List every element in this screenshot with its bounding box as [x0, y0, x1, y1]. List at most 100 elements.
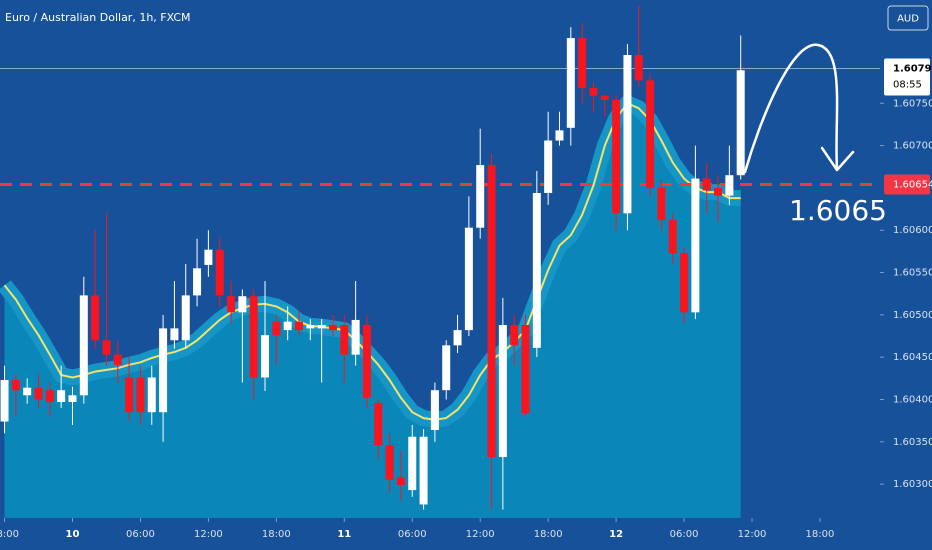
x-tick-label: 18:00 — [262, 529, 291, 540]
candle-body — [57, 390, 66, 403]
candle-body — [589, 88, 598, 96]
y-tick-label: 1.60700 — [893, 141, 932, 152]
x-tick-label: 12:00 — [194, 529, 223, 540]
last-price-box — [884, 58, 930, 96]
ma-area — [4, 103, 741, 518]
candle-body — [193, 268, 202, 296]
candle-body — [680, 253, 689, 313]
candle-body — [725, 175, 734, 196]
x-tick-label: 06:00 — [126, 529, 155, 540]
y-tick-label: 1.60600 — [893, 225, 932, 236]
x-tick-label: 06:00 — [670, 529, 699, 540]
candle-body — [283, 321, 292, 331]
x-tick-label: 18:00 — [0, 529, 19, 540]
plot-area — [0, 5, 880, 518]
y-tick-label: 1.60500 — [893, 310, 932, 321]
candle-body — [147, 377, 156, 413]
candle-body — [340, 325, 349, 355]
candle-body — [91, 295, 100, 341]
last-price-label: 1.60791 — [893, 64, 932, 75]
candle-body — [408, 436, 417, 491]
candle-body — [691, 178, 700, 313]
candle-body — [634, 55, 643, 81]
y-tick-label: 1.60400 — [893, 395, 932, 406]
candle-body — [544, 140, 553, 193]
candle-body — [294, 321, 303, 331]
candle-body — [566, 38, 575, 128]
x-tick-label: 12 — [609, 529, 623, 540]
y-tick-label: 1.60300 — [893, 479, 932, 490]
candle-body — [102, 340, 111, 355]
chart-title: Euro / Australian Dollar, 1h, FXCM — [5, 11, 191, 24]
candle-body — [68, 395, 77, 403]
hand-drawn-arrow — [743, 43, 855, 174]
candle-body — [646, 80, 655, 188]
candle-body — [396, 477, 405, 485]
candle-body — [657, 187, 666, 221]
candle-body — [385, 445, 394, 480]
candle-body — [532, 192, 541, 348]
candle-body — [714, 187, 723, 196]
candle-body — [0, 380, 9, 422]
candle-body — [11, 380, 20, 391]
candle-body — [170, 328, 179, 341]
candle-body — [555, 130, 564, 141]
candle-body — [476, 165, 485, 228]
candle-body — [442, 345, 451, 391]
candle-body — [204, 249, 213, 265]
candle-body — [328, 325, 337, 331]
candle-body — [79, 295, 88, 396]
candle-body — [306, 325, 315, 329]
y-tick-label: 1.60550 — [893, 268, 932, 279]
candle-body — [238, 296, 247, 313]
level-box — [884, 174, 930, 195]
x-tick-label: 10 — [66, 529, 80, 540]
candle-body — [623, 55, 632, 214]
candle-body — [578, 38, 587, 89]
y-tick-label: 1.60350 — [893, 437, 932, 448]
currency-button[interactable] — [887, 5, 929, 31]
candle-body — [464, 227, 473, 331]
candle-body — [215, 249, 224, 296]
annotation: 1.6065 — [789, 194, 887, 227]
candle-body — [249, 296, 258, 378]
candle-body — [521, 325, 530, 414]
candle-body — [510, 325, 519, 346]
candle-body — [113, 354, 122, 365]
candle-body — [159, 328, 168, 413]
candle-body — [45, 390, 54, 403]
candle-body — [227, 296, 236, 313]
currency-label[interactable]: AUD — [897, 14, 919, 25]
candle-body — [351, 319, 360, 355]
candle-body — [453, 330, 462, 346]
candle-body — [612, 99, 621, 214]
candle-body — [23, 387, 32, 396]
level-label: 1.60654 — [893, 180, 932, 191]
candle-body — [374, 402, 383, 446]
candle-body — [430, 390, 439, 430]
x-tick-label: 11 — [337, 529, 351, 540]
x-tick-label: 18:00 — [806, 529, 835, 540]
candle-body — [181, 295, 190, 341]
x-tick-label: 18:00 — [534, 529, 563, 540]
candle-body — [600, 95, 609, 100]
y-tick-label: 1.60750 — [893, 98, 932, 109]
candle-body — [272, 321, 281, 336]
y-tick-label: 1.60450 — [893, 352, 932, 363]
candle-body — [702, 178, 711, 191]
candle-body — [317, 325, 326, 329]
candle-body — [736, 70, 745, 176]
candle-body — [487, 165, 496, 458]
x-tick-label: 12:00 — [466, 529, 495, 540]
candle-body — [362, 325, 371, 398]
candle-body — [668, 220, 677, 254]
candle-body — [34, 387, 43, 400]
candle-body — [498, 325, 507, 458]
candle-body — [125, 377, 134, 413]
x-tick-label: 12:00 — [738, 529, 767, 540]
candle-body — [261, 335, 270, 378]
candle-body — [419, 436, 428, 505]
candle-body — [136, 377, 145, 413]
x-tick-label: 06:00 — [398, 529, 427, 540]
